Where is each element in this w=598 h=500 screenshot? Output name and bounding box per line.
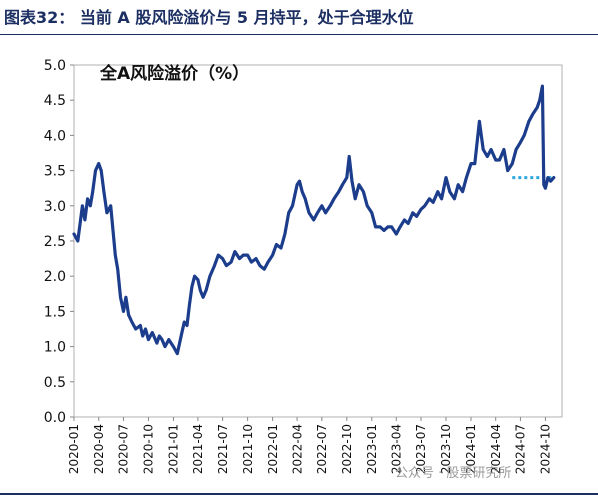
y-tick-label: 0.5 bbox=[44, 375, 66, 391]
y-tick-label: 5.0 bbox=[44, 58, 66, 74]
watermark-text: 公众号 · 股票研究所 bbox=[395, 466, 512, 481]
x-tick-label: 2020-07 bbox=[117, 424, 131, 474]
y-tick-label: 3.0 bbox=[44, 199, 66, 215]
y-tick-label: 4.0 bbox=[44, 128, 66, 144]
x-tick-label: 2024-04 bbox=[489, 424, 503, 474]
y-tick-label: 1.0 bbox=[44, 340, 66, 356]
x-tick-label: 2021-10 bbox=[241, 424, 255, 474]
x-tick-label: 2020-01 bbox=[67, 424, 81, 474]
x-tick-label: 2024-10 bbox=[539, 424, 553, 474]
plot-frame bbox=[73, 64, 563, 418]
title-divider bbox=[0, 34, 598, 35]
y-tick-label: 2.0 bbox=[44, 269, 66, 285]
series-line bbox=[72, 84, 556, 356]
x-tick-label: 2022-01 bbox=[266, 424, 280, 474]
x-tick-label: 2024-01 bbox=[464, 424, 478, 474]
x-tick-label: 2022-07 bbox=[315, 424, 329, 474]
x-tick-label: 2024-07 bbox=[514, 424, 528, 474]
bottom-divider bbox=[0, 493, 598, 495]
chart-title: 全A风险溢价（%） bbox=[99, 63, 249, 84]
x-tick-label: 2023-10 bbox=[439, 424, 453, 474]
x-tick-label: 2020-10 bbox=[142, 424, 156, 474]
x-tick-label: 2023-01 bbox=[365, 424, 379, 474]
x-tick-label: 2023-04 bbox=[389, 424, 403, 474]
x-tick-label: 2022-04 bbox=[290, 424, 304, 474]
figure-title: 图表32： 当前 A 股风险溢价与 5 月持平，处于合理水位 bbox=[4, 8, 414, 27]
x-tick-label: 2021-04 bbox=[191, 424, 205, 474]
x-axis: 2020-01 2020-04 2020-07 2020-10 2021-01 2021-… bbox=[67, 417, 553, 474]
series-layer bbox=[72, 84, 556, 356]
x-tick-label: 2021-07 bbox=[216, 424, 230, 474]
y-tick-label: 1.5 bbox=[44, 304, 66, 320]
y-tick-label: 3.5 bbox=[44, 164, 66, 180]
x-tick-label: 2021-01 bbox=[167, 424, 181, 474]
x-tick-label: 2020-04 bbox=[92, 424, 106, 474]
y-tick-label: 2.5 bbox=[44, 234, 66, 250]
x-tick-label: 2022-10 bbox=[340, 424, 354, 474]
y-tick-label: 4.5 bbox=[44, 93, 66, 109]
y-tick-label: 0.0 bbox=[44, 410, 66, 426]
y-axis: 0.0 0.5 1.0 1.5 2.0 2.5 3.0 3.5 4.0 4.5 5.0 bbox=[44, 58, 74, 426]
x-tick-label: 2023-07 bbox=[414, 424, 428, 474]
